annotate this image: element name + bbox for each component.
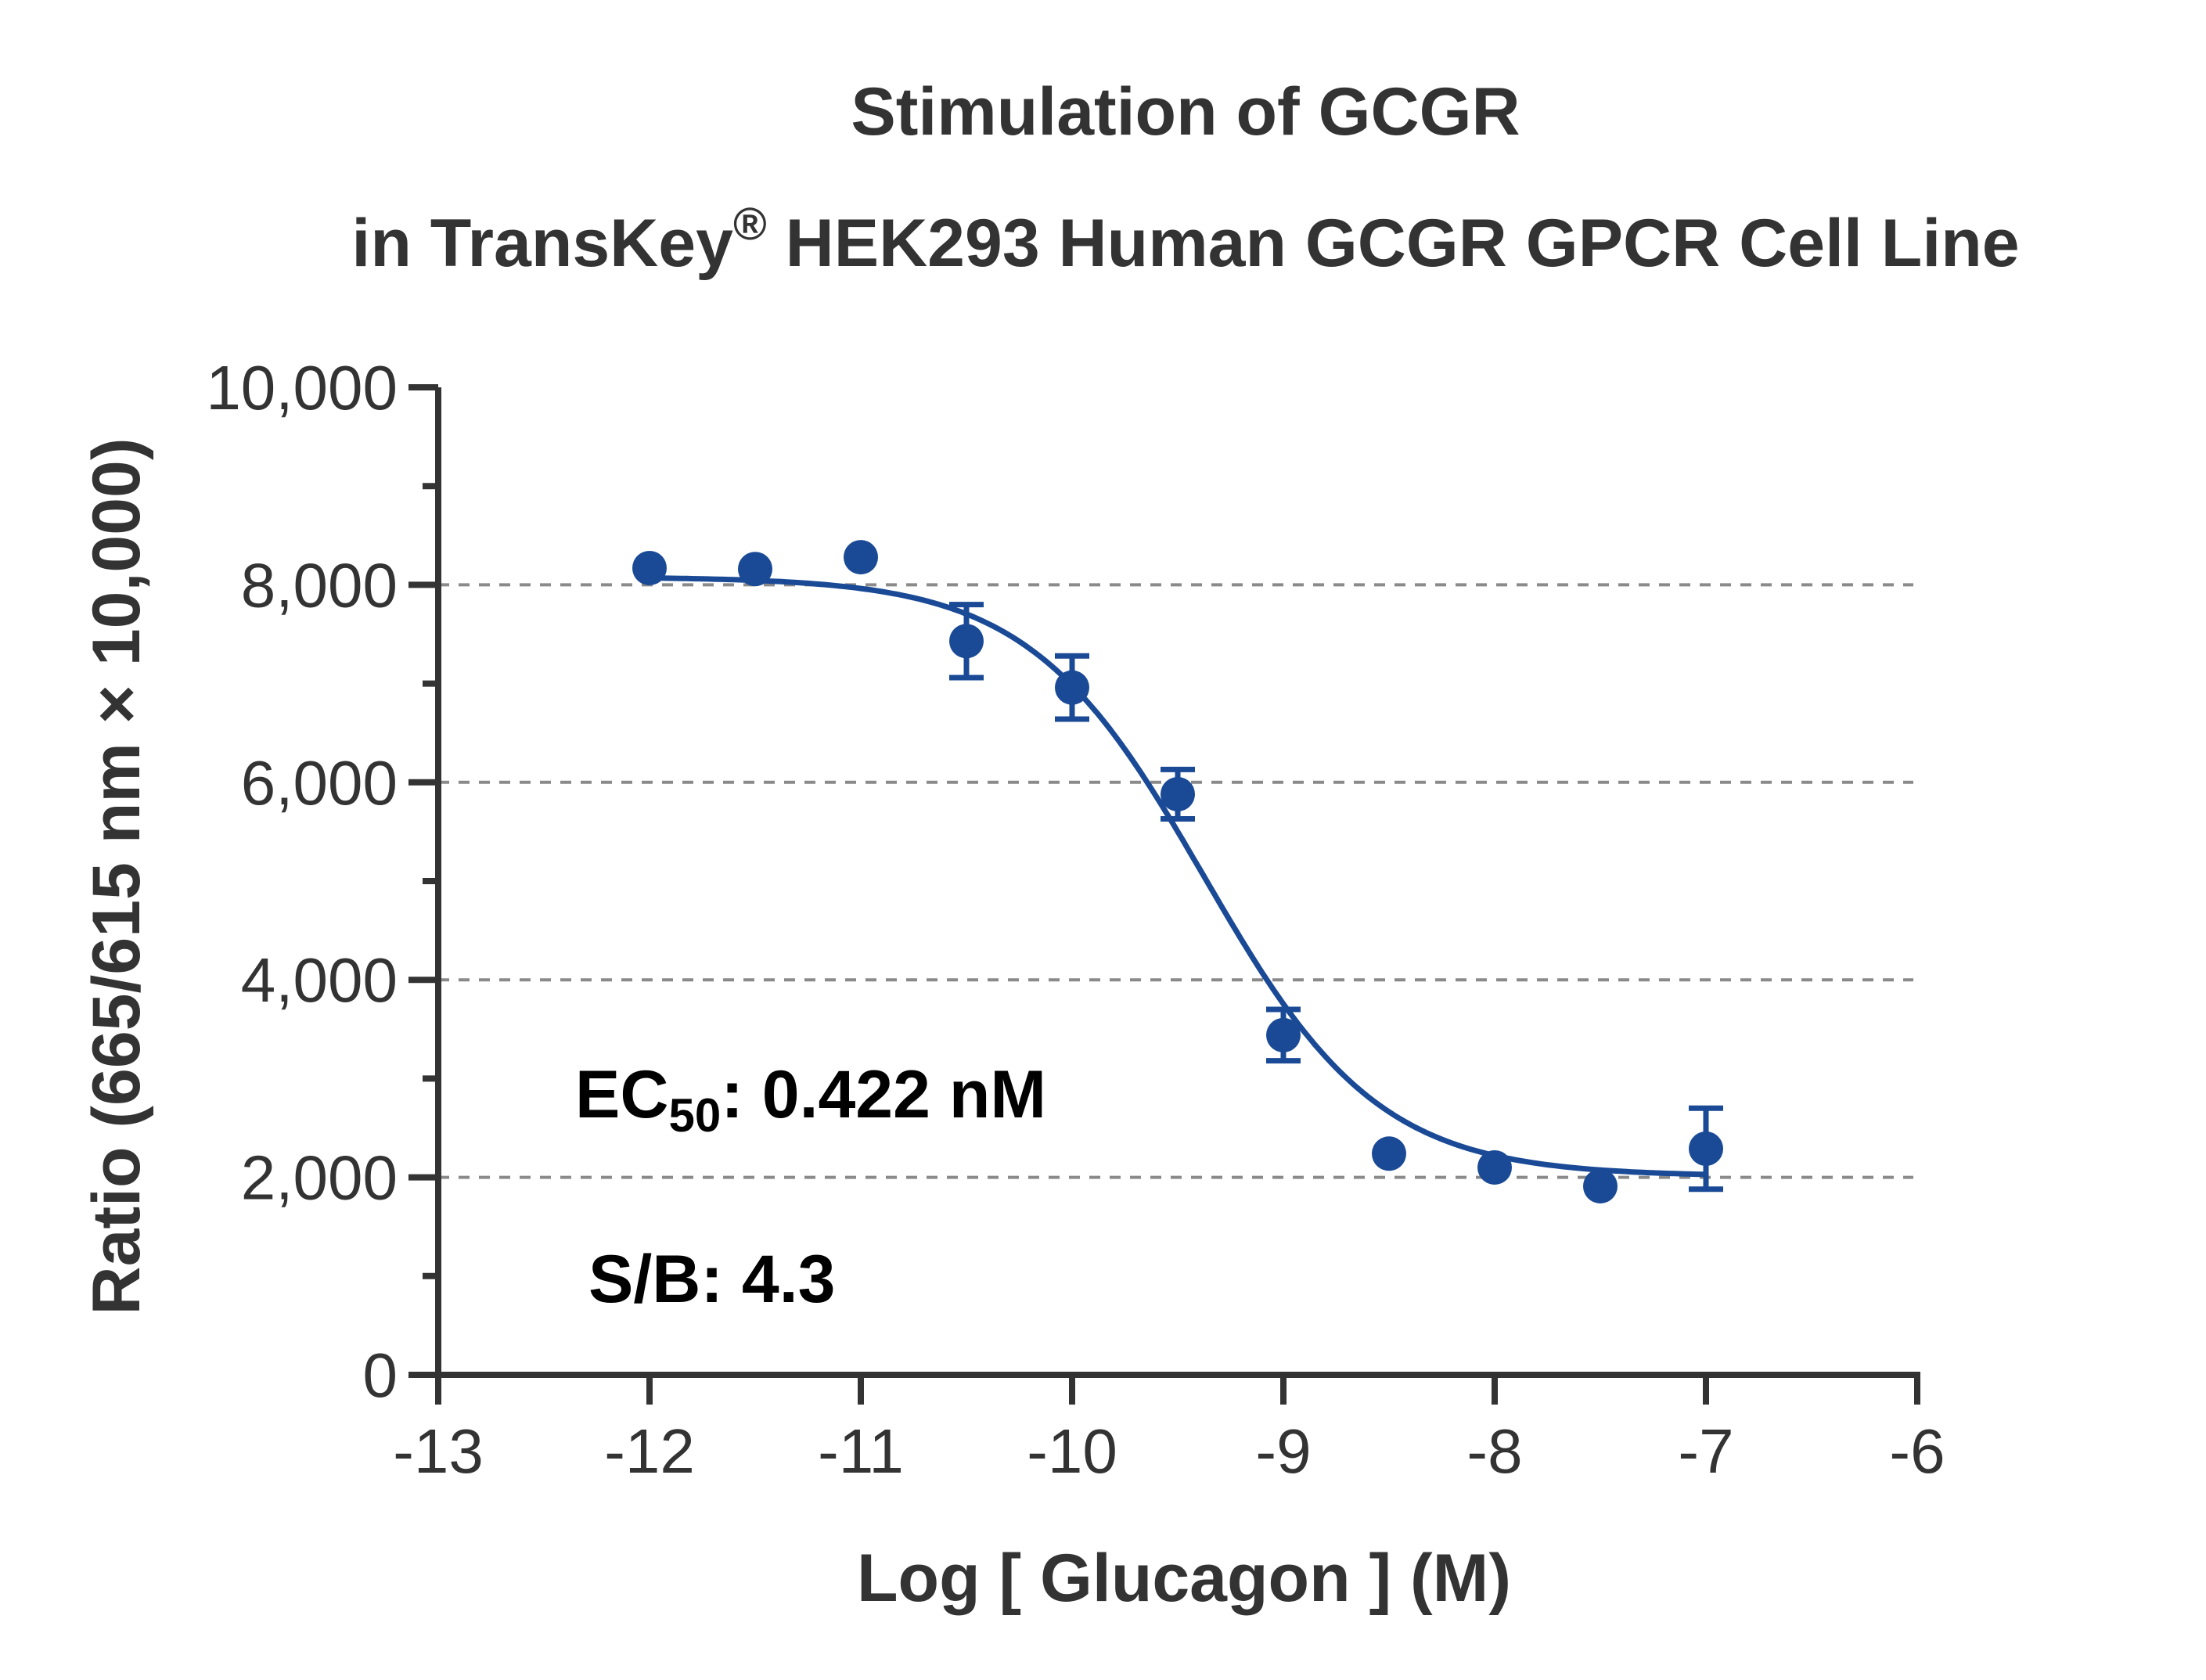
data-point bbox=[632, 550, 667, 585]
y-tick-label: 8,000 bbox=[241, 550, 398, 620]
axes bbox=[408, 384, 1920, 1405]
data-point bbox=[949, 624, 984, 659]
data-point bbox=[1161, 776, 1195, 811]
data-point bbox=[844, 540, 878, 575]
title-registered-mark: ® bbox=[733, 199, 767, 250]
y-tick-label: 2,000 bbox=[241, 1143, 398, 1213]
data-point bbox=[1477, 1149, 1512, 1185]
x-tick-label: -10 bbox=[1027, 1416, 1117, 1486]
data-point bbox=[1689, 1131, 1723, 1167]
x-tick-label: -7 bbox=[1678, 1416, 1733, 1486]
ec50-prefix: EC bbox=[575, 1057, 668, 1132]
data-point bbox=[1055, 670, 1089, 705]
data-point bbox=[1266, 1017, 1301, 1052]
x-axis-label: Log [ Glucagon ] (M) bbox=[857, 1541, 1511, 1616]
x-tick-label: -8 bbox=[1466, 1416, 1522, 1486]
y-tick-label: 4,000 bbox=[241, 945, 398, 1015]
data-point bbox=[1583, 1168, 1618, 1203]
title-line2-prefix: in TransKey bbox=[351, 206, 733, 281]
sb-annotation: S/B: 4.3 bbox=[588, 1242, 835, 1317]
chart-title-line2: in TransKey® HEK293 Human GCGR GPCR Cell… bbox=[351, 199, 2019, 281]
x-tick-labels: -13 -12 -11 -10 -9 -8 -7 -6 bbox=[393, 1416, 1945, 1486]
x-tick-label: -13 bbox=[393, 1416, 484, 1486]
ec50-value: : 0.422 nM bbox=[721, 1057, 1046, 1132]
fit-curve bbox=[649, 575, 1707, 1178]
chart-title-line1: Stimulation of GCGR bbox=[851, 74, 1520, 149]
x-tick-label: -9 bbox=[1255, 1416, 1311, 1486]
x-tick-label: -11 bbox=[818, 1416, 904, 1486]
ec50-annotation: EC50: 0.422 nM bbox=[575, 1057, 1046, 1142]
title-line2-suffix: HEK293 Human GCGR GPCR Cell Line bbox=[767, 206, 2020, 281]
data-points bbox=[632, 540, 1723, 1203]
x-tick-label: -12 bbox=[604, 1416, 695, 1486]
y-tick-label: 6,000 bbox=[241, 748, 398, 818]
y-tick-label: 0 bbox=[363, 1340, 398, 1410]
y-tick-label: 10,000 bbox=[206, 353, 398, 423]
y-axis-label: Ratio (665/615 nm × 10,000) bbox=[79, 438, 154, 1315]
data-point bbox=[738, 552, 772, 587]
data-point bbox=[1372, 1136, 1406, 1171]
x-tick-label: -6 bbox=[1889, 1416, 1945, 1486]
ec50-subscript: 50 bbox=[668, 1089, 721, 1142]
y-tick-labels: 0 2,000 4,000 6,000 8,000 10,000 bbox=[206, 353, 398, 1410]
